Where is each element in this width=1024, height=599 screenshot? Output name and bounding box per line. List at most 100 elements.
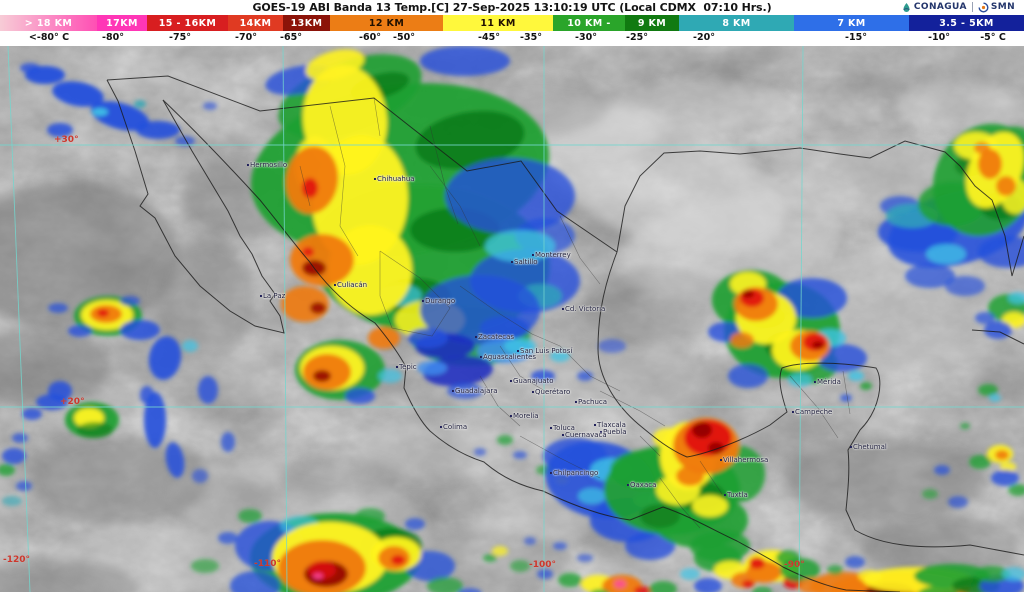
longitude-line (282, 46, 288, 592)
cloud-blob (558, 573, 582, 587)
temp-tick: <-80° C (28, 32, 70, 43)
border-path (329, 105, 359, 257)
scale-segment: 12 KM (330, 15, 443, 31)
city-label: Guanajuato (510, 378, 554, 385)
bottom-margin (0, 592, 1024, 599)
cloud-blob (730, 332, 754, 348)
cloud-blob (405, 518, 425, 530)
cloud-blob (68, 325, 92, 337)
cloud-blob (140, 386, 154, 404)
longitude-line (798, 46, 804, 592)
cloud-blob (198, 376, 218, 404)
conagua-logo: CONAGUA (901, 2, 967, 13)
cloud-blob (474, 448, 486, 456)
cloud-blob (614, 580, 626, 588)
cloud-blob (692, 422, 712, 438)
temp-tick: -80° (102, 32, 124, 43)
cloud-blob (926, 244, 966, 264)
cloud-blob (578, 488, 606, 504)
city-label: Aguascalientes (480, 354, 536, 361)
cloud-blob (978, 149, 1002, 179)
city-label: Tepic (396, 364, 417, 371)
city-marker-dot (510, 380, 512, 382)
cloud-blob (974, 566, 1010, 582)
cloud-blob (134, 100, 146, 108)
city-label: Saltillo (511, 259, 538, 266)
cloud-blob (978, 236, 1024, 268)
state-borders (299, 97, 851, 529)
cloud-blob (368, 327, 400, 349)
cloud-blob (537, 569, 553, 579)
city-marker-dot (594, 424, 596, 426)
cloud-blob (1002, 567, 1024, 581)
smn-logo: SMN (978, 2, 1015, 13)
cloud-blob (969, 455, 991, 469)
coastline-path (162, 99, 901, 592)
temp-tick: -30° (575, 32, 597, 43)
cloud-blob (978, 384, 998, 396)
cloud-blob (1000, 462, 1016, 472)
smn-swirl-icon (978, 2, 989, 12)
coastline-path (616, 140, 1024, 277)
temperature-scale: <-80° C -80° -75° -70° -65° -60° -50° -45° -35° -… (0, 31, 1024, 46)
temp-tick: -70° (235, 32, 257, 43)
city-marker-dot (511, 261, 513, 263)
city-marker-dot (600, 431, 602, 433)
cloud-blob (577, 371, 593, 381)
cloud-blob (996, 176, 1016, 196)
cloud-blob (2, 448, 26, 464)
grid-coordinate-label: -100° (529, 560, 557, 570)
cloud-blob (77, 422, 113, 438)
cloud-blob (165, 442, 185, 478)
cloud-blob (580, 266, 740, 346)
scale-segment: 3.5 - 5KM (909, 15, 1024, 31)
scale-segment: 9 KM (625, 15, 679, 31)
city-label: Chetumal (850, 444, 887, 451)
cloud-blob (649, 581, 677, 592)
city-label: Cuernavaca (562, 432, 607, 439)
cloud-blob (92, 108, 108, 116)
city-label: Cd. Victoria (562, 306, 605, 313)
city-marker-dot (720, 459, 722, 461)
cloud-blob (182, 340, 198, 352)
cloud-blob (858, 570, 882, 582)
satellite-map: +30° +20° -120° -110° -100° -90° Hermosillo Ch… (0, 46, 1024, 592)
grid-coordinate-label: -120° (3, 555, 31, 565)
border-path (299, 165, 311, 207)
smn-label: SMN (990, 2, 1015, 12)
cloud-blob (785, 440, 985, 520)
city-label: Zacatecas (475, 334, 514, 341)
cloud-blob (16, 481, 32, 491)
city-marker-dot (575, 401, 577, 403)
grid-coordinate-label: -110° (254, 559, 282, 569)
cloud-blob (590, 589, 610, 592)
cloud-blob (492, 546, 508, 556)
city-label: Pachuca (575, 399, 607, 406)
convective-cloud-layer (0, 46, 1024, 592)
cloud-blob (155, 240, 255, 360)
cloud-blob (577, 554, 593, 562)
border-path (559, 345, 621, 392)
cloud-blob (530, 346, 710, 426)
cloud-blob (485, 230, 555, 262)
cloud-blob (420, 275, 540, 345)
cloud-blob (995, 450, 1009, 460)
temp-tick: -10° (928, 32, 950, 43)
cloud-blob (0, 326, 110, 406)
cloud-blob (12, 433, 28, 443)
cloud-blob (0, 561, 140, 592)
cloud-blob (120, 320, 160, 340)
city-label: Oaxaca (627, 482, 656, 489)
agency-logos: CONAGUA SMN (897, 0, 1018, 14)
cloud-blob (676, 466, 704, 486)
cloud-blob (175, 136, 195, 146)
cloud-blob (900, 81, 1020, 131)
cloud-blob (0, 181, 180, 331)
longitude-line (7, 46, 31, 592)
city-label: Durango (422, 298, 455, 305)
cloud-blob (812, 341, 824, 349)
satellite-imagery (0, 46, 1024, 592)
city-marker-dot (440, 426, 442, 428)
city-marker-dot (627, 484, 629, 486)
cloud-blob (408, 328, 448, 348)
